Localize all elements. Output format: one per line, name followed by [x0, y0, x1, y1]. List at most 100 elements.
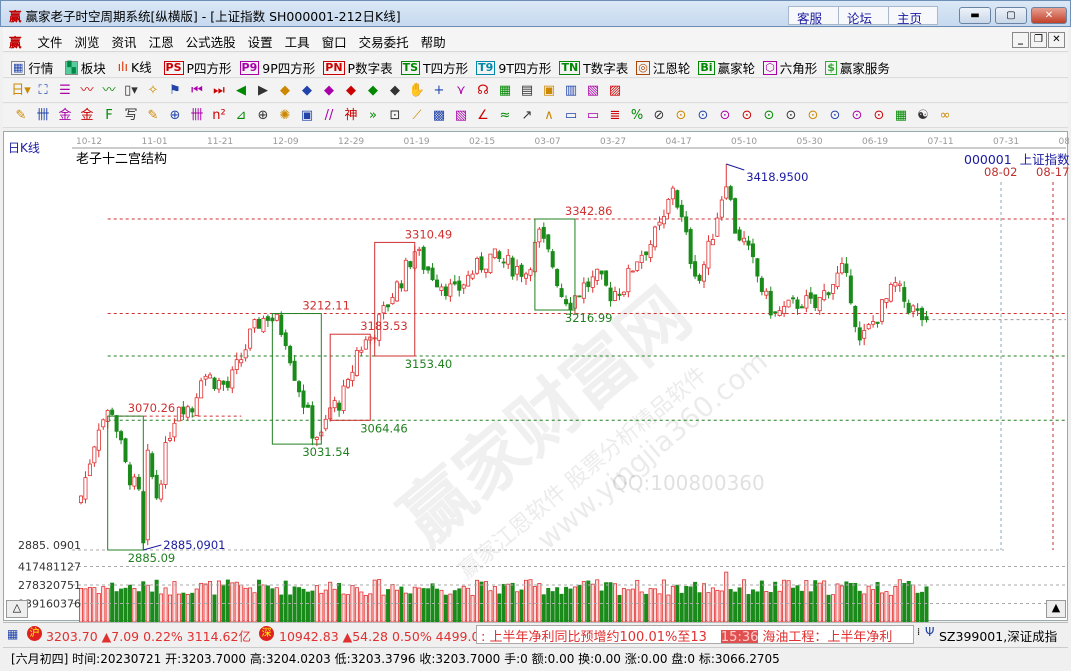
tool-4-button[interactable]: T9 9T四方形: [476, 58, 551, 78]
toolbar-icon-button[interactable]: ⏮: [191, 83, 203, 98]
toolbar-icon-button[interactable]: ▩: [432, 108, 446, 123]
toolbar-icon-button[interactable]: ✎: [15, 108, 27, 123]
tool-7-button[interactable]: Bi 赢家轮: [698, 58, 755, 78]
mdi-close-button[interactable]: ✕: [1048, 32, 1065, 48]
toolbar-icon-button[interactable]: ▯▾: [124, 83, 138, 98]
tool-2-button[interactable]: PN P数字表: [323, 58, 393, 78]
menu-3[interactable]: 江恩: [148, 35, 174, 50]
toolbar-icon-button[interactable]: ⊙: [873, 108, 885, 123]
toolbar-icon-button[interactable]: +: [433, 83, 445, 98]
toolbar-icon-button[interactable]: ⊙: [829, 108, 841, 123]
toolbar-icon-button[interactable]: ⊡: [389, 108, 401, 123]
sh-index-quote[interactable]: 3203.70 ▲7.09 0.22% 3114.62亿: [46, 629, 251, 644]
menu-4[interactable]: 公式选股: [185, 35, 236, 50]
tool-8-button[interactable]: ⬡ 六角形: [763, 58, 817, 78]
toolbar-icon-button[interactable]: ◆: [280, 83, 290, 98]
toolbar-icon-button[interactable]: ≈: [499, 108, 511, 123]
toolbar-icon-button[interactable]: ⊙: [851, 108, 863, 123]
toolbar-icon-button[interactable]: ☯: [917, 108, 929, 123]
toolbar-icon-button[interactable]: 神: [344, 108, 358, 123]
toolbar-icon-button[interactable]: ▧: [586, 83, 600, 98]
minimize-button[interactable]: ▬: [959, 7, 991, 24]
toolbar-icon-button[interactable]: ▨: [608, 83, 622, 98]
tool-6-button[interactable]: ◎ 江恩轮: [636, 58, 690, 78]
toolbar-icon-button[interactable]: ⋎: [456, 83, 466, 98]
toolbar-icon-button[interactable]: n²: [212, 108, 226, 123]
toolbar-icon-button[interactable]: ⊙: [697, 108, 709, 123]
toolbar-icon-button[interactable]: ⊿: [235, 108, 247, 123]
toolbar-icon-button[interactable]: ⊙: [807, 108, 819, 123]
toolbar-icon-button[interactable]: ◀: [236, 83, 246, 98]
toolbar-icon-button[interactable]: ⊙: [675, 108, 687, 123]
toolbar-icon-button[interactable]: ◆: [390, 83, 400, 98]
scroll-right-button[interactable]: ▲: [1046, 600, 1066, 618]
toolbar-icon-button[interactable]: ⊕: [169, 108, 181, 123]
toolbar-icon-button[interactable]: //: [324, 108, 334, 123]
toolbar-icon-button[interactable]: ⊕: [257, 108, 269, 123]
tool-1-button[interactable]: P9 9P四方形: [239, 58, 315, 78]
toolbar-icon-button[interactable]: 〰: [102, 83, 116, 98]
toolbar-icon-button[interactable]: 卌: [36, 108, 50, 123]
toolbar-icon-button[interactable]: ☰: [59, 83, 71, 98]
toolbar-icon-button[interactable]: ⚑: [169, 83, 181, 98]
toolbar-icon-button[interactable]: ✋: [408, 83, 426, 98]
toolbar-icon-button[interactable]: ⏭: [213, 83, 225, 98]
toolbar-icon-button[interactable]: ⟋: [412, 108, 422, 123]
toolbar-icon-button[interactable]: ▧: [454, 108, 468, 123]
expand-button[interactable]: △: [6, 600, 28, 618]
toolbar-icon-button[interactable]: ▣: [300, 108, 314, 123]
maximize-button[interactable]: ▢: [995, 7, 1027, 24]
toolbar-icon-button[interactable]: ∧: [544, 108, 554, 123]
toolbar-icon-button[interactable]: ▦: [498, 83, 512, 98]
toolbar-icon-button[interactable]: 日▾: [11, 83, 31, 98]
menu-5[interactable]: 设置: [247, 35, 273, 50]
toolbar-icon-button[interactable]: ✺: [279, 108, 291, 123]
toolbar-icon-button[interactable]: ▤: [520, 83, 534, 98]
toolbar-icon-button[interactable]: 金: [80, 108, 94, 123]
customer-service-link[interactable]: 客服: [788, 6, 848, 26]
menu-8[interactable]: 交易委托: [358, 35, 409, 50]
tool-0-button[interactable]: PS P四方形: [163, 58, 232, 78]
menu-2[interactable]: 资讯: [111, 35, 137, 50]
toolbar-icon-button[interactable]: ▦: [894, 108, 908, 123]
toolbar-icon-button[interactable]: ⊙: [741, 108, 753, 123]
toolbar-icon-button[interactable]: ☊: [477, 83, 489, 98]
tool-9-button[interactable]: $ 赢家服务: [825, 58, 890, 78]
menu-6[interactable]: 工具: [284, 35, 310, 50]
toolbar-icon-button[interactable]: ▥: [564, 83, 578, 98]
toolbar-icon-button[interactable]: ▭: [564, 108, 578, 123]
news-ticker[interactable]: : 上半年净利同比预增约100.01%至13 15:36 海油工程：上半年净利: [476, 625, 914, 644]
news-scroll-arrows[interactable]: ⁞: [917, 627, 921, 638]
sz-index-quote[interactable]: 10942.83 ▲54.28 0.50% 4499.08亿: [279, 629, 500, 644]
toolbar-icon-button[interactable]: ✎: [147, 108, 159, 123]
close-button[interactable]: ✕: [1031, 7, 1067, 24]
toolbar-icon-button[interactable]: ⊘: [653, 108, 665, 123]
toolbar-icon-button[interactable]: ◆: [346, 83, 356, 98]
kline-chart[interactable]: 赢家财富网 赢家江恩软件 股票分析精品软件 www.yingjia360.com QQ…: [3, 131, 1070, 622]
homepage-link[interactable]: 主页: [888, 6, 938, 26]
toolbar-icon-button[interactable]: ⊙: [719, 108, 731, 123]
tool-5-button[interactable]: TN T数字表: [559, 58, 628, 78]
toolbar-icon-button[interactable]: ▶: [258, 83, 268, 98]
toolbar-icon-button[interactable]: %: [630, 108, 644, 123]
sectors-button[interactable]: ▚ 板块: [65, 58, 106, 78]
toolbar-icon-button[interactable]: ◆: [302, 83, 312, 98]
toolbar-icon-button[interactable]: 金: [58, 108, 72, 123]
mdi-minimize-button[interactable]: _: [1012, 32, 1029, 48]
menu-0[interactable]: 文件: [37, 35, 63, 50]
toolbar-icon-button[interactable]: ◆: [324, 83, 334, 98]
toolbar-icon-button[interactable]: ⛶: [38, 83, 48, 98]
menu-7[interactable]: 窗口: [321, 35, 347, 50]
mdi-restore-button[interactable]: ❐: [1030, 32, 1047, 48]
toolbar-icon-button[interactable]: ∞: [939, 108, 951, 123]
toolbar-icon-button[interactable]: F: [105, 108, 113, 123]
toolbar-icon-button[interactable]: ↗: [521, 108, 533, 123]
index-selector[interactable]: SZ399001,深证成指: [939, 629, 1058, 644]
toolbar-icon-button[interactable]: »: [369, 108, 377, 123]
tool-3-button[interactable]: TS T四方形: [400, 58, 468, 78]
quotes-button[interactable]: ▦ 行情: [11, 58, 53, 78]
toolbar-icon-button[interactable]: ⊙: [785, 108, 797, 123]
forum-link[interactable]: 论坛: [838, 6, 898, 26]
toolbar-icon-button[interactable]: ▣: [542, 83, 556, 98]
toolbar-icon-button[interactable]: ⊙: [763, 108, 775, 123]
